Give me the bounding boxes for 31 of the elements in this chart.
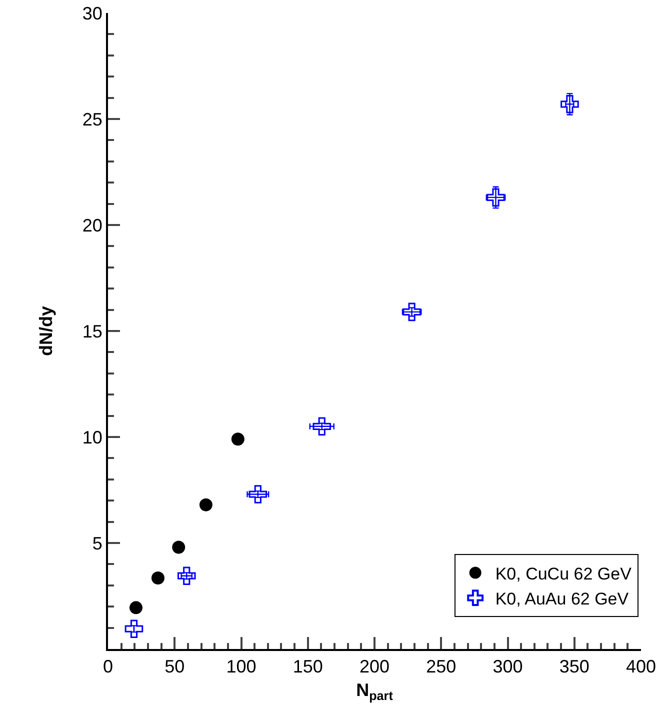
point	[312, 417, 332, 436]
point	[486, 188, 505, 207]
x-tick-label: 100	[226, 656, 256, 677]
point	[402, 302, 421, 322]
point	[231, 432, 244, 446]
point	[199, 498, 212, 512]
y-tick-label: 30	[82, 3, 102, 24]
x-tick-label: 400	[626, 656, 656, 677]
x-tick-label: 300	[492, 656, 523, 677]
point	[151, 571, 164, 584]
y-tick-label: 20	[82, 215, 102, 236]
x-tick-label: 250	[426, 656, 456, 677]
x-axis-title: N$_{part}$	[356, 680, 394, 703]
y-tick-label: 15	[82, 321, 102, 342]
legend-label: K0, CuCu 62 GeV	[495, 564, 632, 584]
y-tick-label: 5	[92, 533, 102, 554]
point	[124, 620, 144, 638]
legend-label: K0, AuAu 62 GeV	[495, 589, 630, 608]
x-tick-label: 50	[164, 656, 185, 677]
y-tick-label: 25	[82, 109, 102, 130]
y-axis-title: dN/dy	[36, 306, 56, 356]
y-tick-label: 10	[82, 427, 102, 448]
x-tick-label: 350	[559, 656, 590, 677]
point	[560, 95, 579, 114]
x-tick-label: 150	[292, 656, 323, 677]
point	[248, 485, 268, 504]
point	[172, 540, 186, 554]
point	[129, 601, 142, 614]
x-tick-label: 200	[359, 656, 390, 677]
x-tick-label: 0	[102, 656, 114, 677]
point	[177, 566, 196, 586]
